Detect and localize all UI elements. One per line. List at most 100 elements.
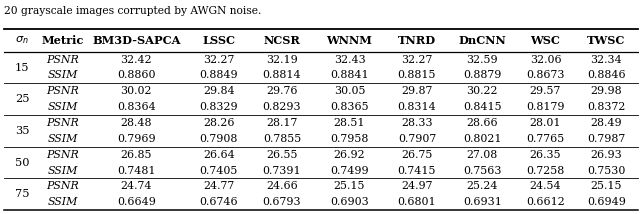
Text: 28.48: 28.48 — [120, 118, 152, 128]
Text: 0.7907: 0.7907 — [398, 134, 436, 144]
Text: 26.85: 26.85 — [120, 150, 152, 160]
Text: SSIM: SSIM — [47, 165, 78, 175]
Text: 32.19: 32.19 — [266, 55, 298, 65]
Text: 0.7481: 0.7481 — [117, 165, 156, 175]
Text: 0.6612: 0.6612 — [526, 197, 565, 207]
Text: PSNR: PSNR — [46, 181, 79, 191]
Text: 0.6949: 0.6949 — [587, 197, 626, 207]
Text: 32.27: 32.27 — [203, 55, 234, 65]
Text: 24.97: 24.97 — [401, 181, 433, 191]
Text: 30.05: 30.05 — [333, 86, 365, 96]
Text: 0.8365: 0.8365 — [330, 102, 369, 112]
Text: PSNR: PSNR — [46, 86, 79, 96]
Text: 0.8673: 0.8673 — [526, 70, 564, 80]
Text: 25.15: 25.15 — [591, 181, 622, 191]
Text: TNRD: TNRD — [398, 35, 436, 46]
Text: 0.6801: 0.6801 — [397, 197, 436, 207]
Text: 75: 75 — [15, 189, 29, 199]
Text: WNNM: WNNM — [326, 35, 372, 46]
Text: 32.34: 32.34 — [591, 55, 622, 65]
Text: 0.7987: 0.7987 — [588, 134, 625, 144]
Text: SSIM: SSIM — [47, 197, 78, 207]
Text: 29.98: 29.98 — [591, 86, 622, 96]
Text: 24.66: 24.66 — [266, 181, 298, 191]
Text: 29.57: 29.57 — [530, 86, 561, 96]
Text: BM3D-SAPCA: BM3D-SAPCA — [92, 35, 180, 46]
Text: PSNR: PSNR — [46, 55, 79, 65]
Text: 0.7258: 0.7258 — [526, 165, 564, 175]
Text: 0.6746: 0.6746 — [200, 197, 238, 207]
Text: 29.84: 29.84 — [203, 86, 235, 96]
Text: 35: 35 — [15, 126, 29, 136]
Text: SSIM: SSIM — [47, 134, 78, 144]
Text: 26.92: 26.92 — [333, 150, 365, 160]
Text: DnCNN: DnCNN — [458, 35, 506, 46]
Text: 0.7499: 0.7499 — [330, 165, 369, 175]
Text: 0.8329: 0.8329 — [200, 102, 238, 112]
Text: 0.8849: 0.8849 — [200, 70, 238, 80]
Text: 26.55: 26.55 — [266, 150, 298, 160]
Text: Metric: Metric — [42, 35, 84, 46]
Text: 29.87: 29.87 — [401, 86, 433, 96]
Text: 0.7855: 0.7855 — [263, 134, 301, 144]
Text: SSIM: SSIM — [47, 70, 78, 80]
Text: PSNR: PSNR — [46, 150, 79, 160]
Text: 0.7958: 0.7958 — [330, 134, 369, 144]
Text: 0.7969: 0.7969 — [117, 134, 156, 144]
Text: 0.7563: 0.7563 — [463, 165, 502, 175]
Text: 32.42: 32.42 — [120, 55, 152, 65]
Text: NCSR: NCSR — [264, 35, 300, 46]
Text: 0.7391: 0.7391 — [262, 165, 301, 175]
Text: 32.59: 32.59 — [467, 55, 498, 65]
Text: SSIM: SSIM — [47, 102, 78, 112]
Text: TWSC: TWSC — [588, 35, 626, 46]
Text: 0.8814: 0.8814 — [262, 70, 301, 80]
Text: 32.27: 32.27 — [401, 55, 433, 65]
Text: 28.49: 28.49 — [591, 118, 622, 128]
Text: 28.26: 28.26 — [203, 118, 235, 128]
Text: 0.8879: 0.8879 — [463, 70, 502, 80]
Text: 0.8846: 0.8846 — [587, 70, 626, 80]
Text: 28.01: 28.01 — [530, 118, 561, 128]
Text: 24.77: 24.77 — [204, 181, 234, 191]
Text: 26.64: 26.64 — [203, 150, 235, 160]
Text: 30.02: 30.02 — [120, 86, 152, 96]
Text: 0.7415: 0.7415 — [397, 165, 436, 175]
Text: 0.6903: 0.6903 — [330, 197, 369, 207]
Text: 24.74: 24.74 — [120, 181, 152, 191]
Text: 29.76: 29.76 — [266, 86, 298, 96]
Text: 0.8415: 0.8415 — [463, 102, 502, 112]
Text: 0.8314: 0.8314 — [397, 102, 436, 112]
Text: 0.8841: 0.8841 — [330, 70, 369, 80]
Text: WSC: WSC — [531, 35, 561, 46]
Text: 20 grayscale images corrupted by AWGN noise.: 20 grayscale images corrupted by AWGN no… — [4, 6, 261, 16]
Text: 30.22: 30.22 — [467, 86, 498, 96]
Text: 0.7908: 0.7908 — [200, 134, 238, 144]
Text: 26.75: 26.75 — [401, 150, 433, 160]
Text: $\sigma_n$: $\sigma_n$ — [15, 35, 29, 46]
Text: 28.66: 28.66 — [467, 118, 498, 128]
Text: 25: 25 — [15, 94, 29, 104]
Text: 25.15: 25.15 — [333, 181, 365, 191]
Text: 28.17: 28.17 — [266, 118, 298, 128]
Text: 0.6649: 0.6649 — [117, 197, 156, 207]
Text: 0.7765: 0.7765 — [526, 134, 564, 144]
Text: 25.24: 25.24 — [467, 181, 498, 191]
Text: 15: 15 — [15, 62, 29, 73]
Text: 0.7530: 0.7530 — [588, 165, 626, 175]
Text: 0.6931: 0.6931 — [463, 197, 502, 207]
Text: 26.35: 26.35 — [530, 150, 561, 160]
Text: LSSC: LSSC — [202, 35, 236, 46]
Text: 28.51: 28.51 — [333, 118, 365, 128]
Text: 24.54: 24.54 — [530, 181, 561, 191]
Text: 0.8364: 0.8364 — [117, 102, 156, 112]
Text: 0.7405: 0.7405 — [200, 165, 238, 175]
Text: 26.93: 26.93 — [591, 150, 622, 160]
Text: PSNR: PSNR — [46, 118, 79, 128]
Text: 0.8372: 0.8372 — [588, 102, 626, 112]
Text: 27.08: 27.08 — [467, 150, 498, 160]
Text: 0.8293: 0.8293 — [262, 102, 301, 112]
Text: 32.06: 32.06 — [530, 55, 561, 65]
Text: 50: 50 — [15, 158, 29, 168]
Text: 0.8179: 0.8179 — [526, 102, 564, 112]
